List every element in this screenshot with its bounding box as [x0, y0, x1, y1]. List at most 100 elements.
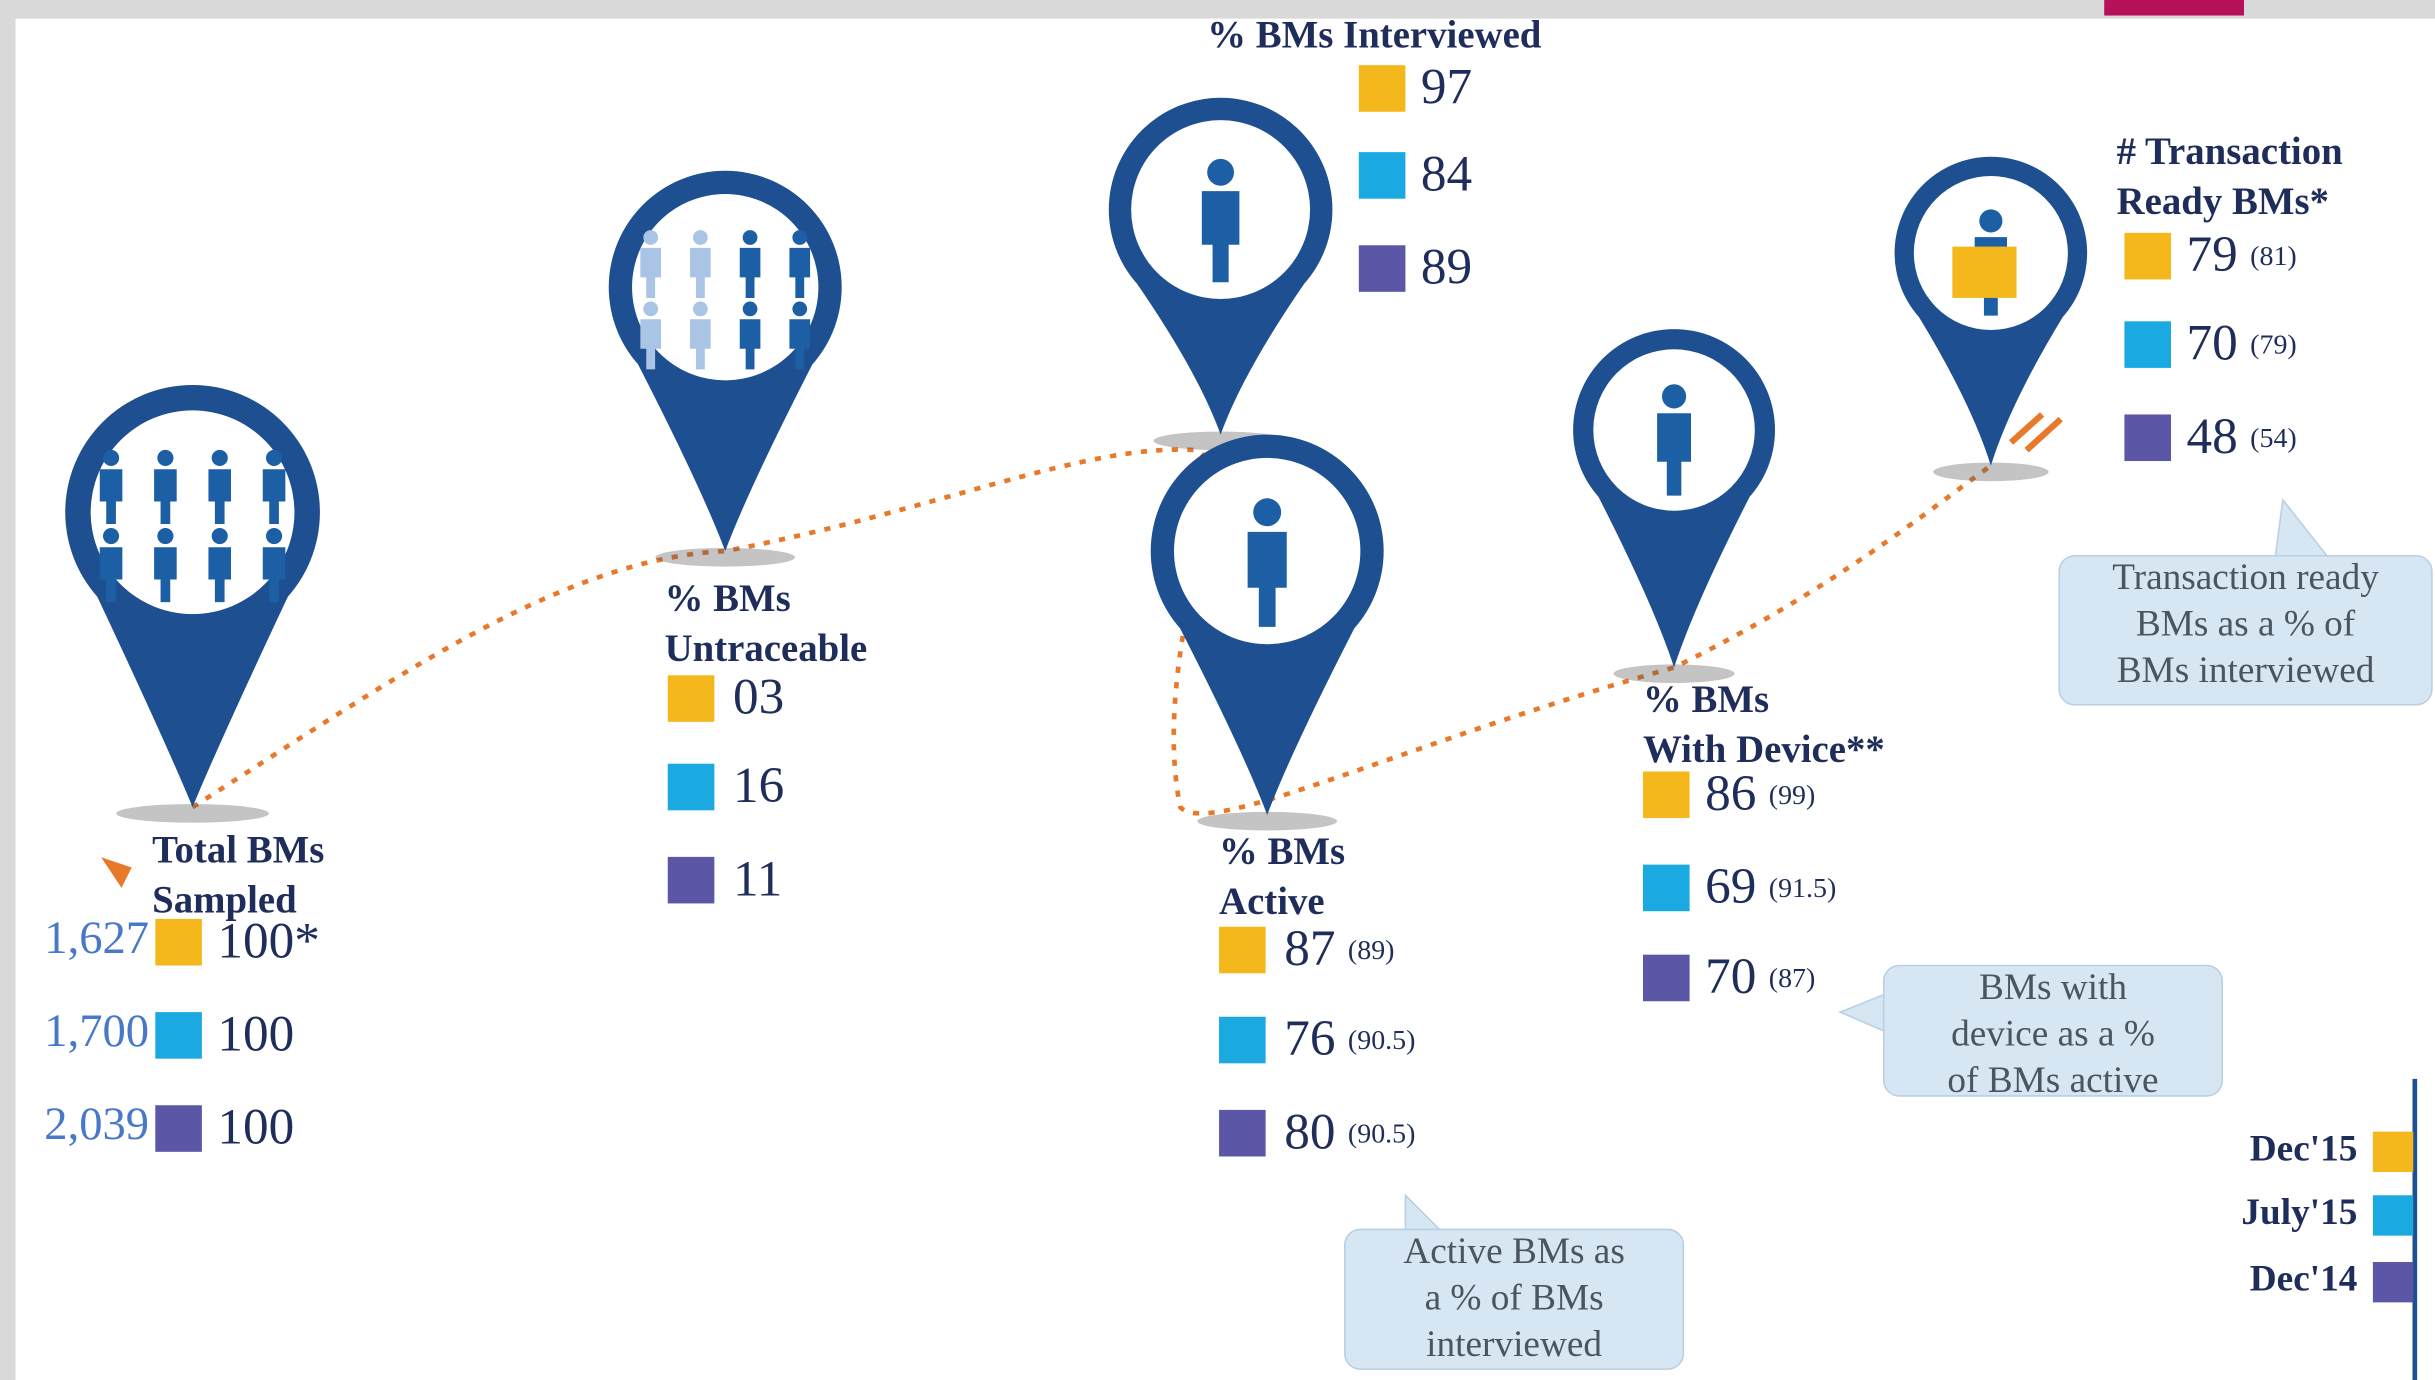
stage-value: 11: [733, 850, 782, 907]
value: 70: [2187, 314, 2238, 371]
icon-head: [643, 302, 658, 317]
value-note: (90.5): [1348, 1119, 1416, 1150]
legend-swatch: [1219, 1017, 1266, 1064]
callout-text: BMs interviewed: [2117, 650, 2375, 691]
value: 70: [1705, 948, 1756, 1005]
stage-value: 100: [217, 1098, 294, 1155]
stage-title: % BMs: [1219, 830, 1345, 873]
icon-head: [1207, 159, 1234, 186]
stage-value: 84: [1421, 145, 1472, 202]
sample-count: 2,039: [44, 1099, 149, 1150]
callout-text: Transaction ready: [2112, 557, 2379, 598]
value: 79: [2187, 226, 2238, 283]
callout-text: device as a %: [1951, 1013, 2155, 1054]
value: 03: [733, 668, 784, 725]
legend-swatch: [2373, 1262, 2413, 1302]
icon-head: [743, 230, 758, 245]
value: 16: [733, 757, 784, 814]
icon-head: [1253, 498, 1281, 526]
legend-swatch: [155, 919, 202, 966]
value: 86: [1705, 765, 1756, 822]
legend-label: July'15: [2241, 1192, 2357, 1233]
stage-title: Total BMs: [152, 829, 324, 872]
legend-label: Dec'14: [2250, 1259, 2358, 1300]
icon-head: [266, 450, 282, 466]
icon-box: [1952, 247, 2016, 298]
legend-swatch: [2373, 1132, 2413, 1172]
icon-head: [266, 528, 282, 544]
value-note: (79): [2250, 330, 2297, 361]
legend-swatch: [2124, 414, 2171, 461]
pin-face: [632, 194, 818, 380]
value: 100: [217, 1098, 294, 1155]
stage-title: % BMs: [665, 577, 791, 620]
stage-value: 16: [733, 757, 784, 814]
value-note: (87): [1769, 963, 1816, 994]
infographic: Total BMsSampled100*1,6271001,7001002,03…: [0, 0, 2435, 1380]
legend-swatch: [2373, 1195, 2413, 1235]
icon-head: [643, 230, 658, 245]
callout-text: of BMs active: [1947, 1060, 2158, 1101]
legend-swatch: [2124, 233, 2171, 280]
value: 97: [1421, 58, 1472, 115]
value-note: (54): [2250, 423, 2297, 454]
callout-text: Active BMs as: [1403, 1231, 1624, 1272]
icon-head: [1662, 384, 1686, 408]
legend-label: Dec'15: [2250, 1128, 2358, 1169]
value-note: (90.5): [1348, 1026, 1416, 1057]
value: 69: [1705, 858, 1756, 915]
pin-face: [91, 410, 295, 614]
icon-head: [1979, 209, 2002, 232]
value: 87: [1284, 920, 1335, 977]
value: 100: [217, 1005, 294, 1062]
legend-swatch: [668, 764, 715, 811]
stage-value: 03: [733, 668, 784, 725]
stage-title: % BMs Interviewed: [1207, 14, 1542, 57]
value-note: (81): [2250, 242, 2297, 273]
icon-head: [792, 230, 807, 245]
legend-swatch: [155, 1105, 202, 1152]
icon-head: [693, 302, 708, 317]
icon-head: [743, 302, 758, 317]
value: 80: [1284, 1103, 1335, 1160]
icon-head: [157, 450, 173, 466]
value: 76: [1284, 1010, 1335, 1067]
stage-title: # Transaction: [2117, 130, 2343, 173]
icon-head: [103, 528, 119, 544]
icon-head: [792, 302, 807, 317]
accent-tab: [2104, 0, 2244, 16]
stage-title: With Device**: [1643, 728, 1885, 771]
legend-swatch: [1359, 152, 1406, 199]
legend-swatch: [1219, 1110, 1266, 1157]
callout-text: BMs as a % of: [2136, 604, 2356, 645]
value-note: (99): [1769, 780, 1816, 811]
callout-text: interviewed: [1426, 1324, 1602, 1365]
stage-value: 100*: [217, 912, 319, 969]
legend-swatch: [1643, 955, 1690, 1002]
value: 89: [1421, 238, 1472, 295]
stage-title: % BMs: [1643, 678, 1769, 721]
stage-title: Active: [1219, 880, 1325, 923]
icon-head: [212, 528, 228, 544]
value: 84: [1421, 145, 1472, 202]
legend-swatch: [1643, 865, 1690, 912]
value: 11: [733, 850, 782, 907]
stage-value: 97: [1421, 58, 1472, 115]
value: 100*: [217, 912, 319, 969]
sample-count: 1,700: [44, 1006, 149, 1057]
stage-title: Untraceable: [665, 627, 868, 670]
sample-count: 1,627: [44, 913, 149, 964]
icon-head: [157, 528, 173, 544]
value: 48: [2187, 408, 2238, 465]
stage-value: 100: [217, 1005, 294, 1062]
stage-value: 89: [1421, 238, 1472, 295]
legend-swatch: [1359, 65, 1406, 112]
callout-text: BMs with: [1979, 967, 2127, 1008]
legend-swatch: [668, 857, 715, 904]
legend-swatch: [155, 1012, 202, 1059]
legend-swatch: [1219, 927, 1266, 974]
value-note: (91.5): [1769, 873, 1837, 904]
stage-title: Ready BMs*: [2117, 180, 2329, 223]
legend-swatch: [1643, 771, 1690, 818]
callout-text: a % of BMs: [1425, 1277, 1604, 1318]
